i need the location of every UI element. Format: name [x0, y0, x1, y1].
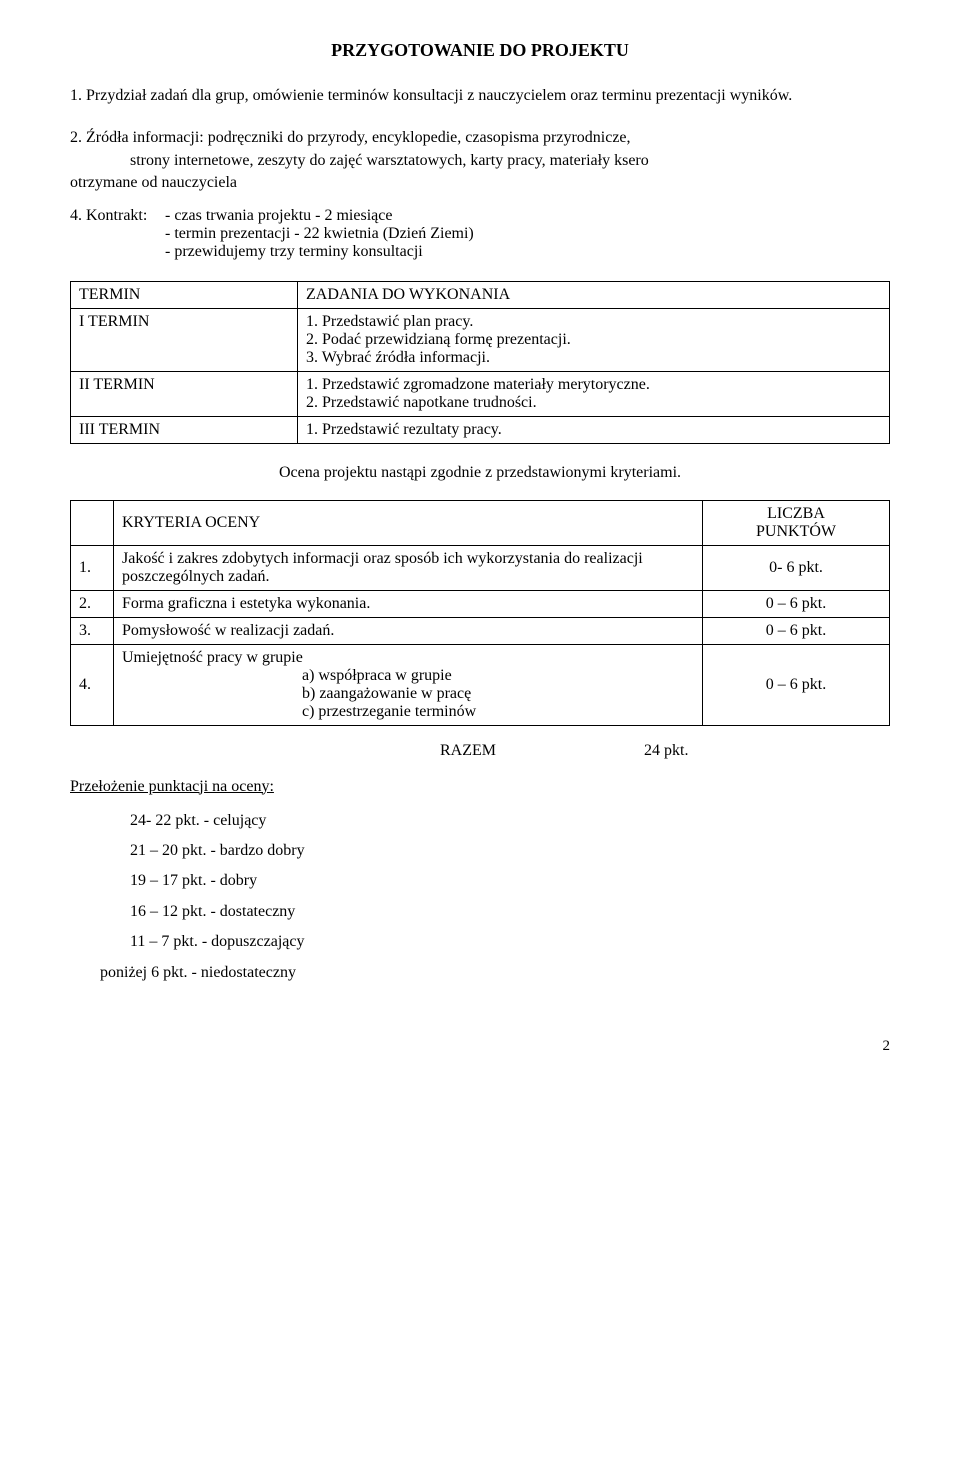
scale-item: 16 – 12 pkt. - dostateczny — [130, 897, 890, 927]
criteria-text: Pomysłowość w realizacji zadań. — [114, 617, 703, 644]
term-label: I TERMIN — [71, 308, 298, 371]
criteria-sublist: a) współpraca w grupie b) zaangażowanie … — [302, 667, 694, 721]
kontrakt-item: - termin prezentacji - 22 kwietnia (Dzie… — [165, 225, 474, 243]
task-line: 1. Przedstawić zgromadzone materiały mer… — [306, 376, 881, 394]
para-2-indent: strony internetowe, zeszyty do zajęć war… — [130, 150, 890, 172]
term-label: II TERMIN — [71, 371, 298, 416]
page-title: PRZYGOTOWANIE DO PROJEKTU — [70, 40, 890, 61]
kontrakt-item: - czas trwania projektu - 2 miesiące — [165, 207, 474, 225]
scale-item: 11 – 7 pkt. - dopuszczający — [130, 927, 890, 957]
criteria-num: 4. — [71, 644, 114, 725]
points-header-l2: PUNKTÓW — [756, 523, 836, 540]
task-line: 2. Podać przewidzianą formę prezentacji. — [306, 331, 881, 349]
term-tasks: 1. Przedstawić zgromadzone materiały mer… — [298, 371, 890, 416]
table-row: 1. Jakość i zakres zdobytych informacji … — [71, 545, 890, 590]
criteria-num: 2. — [71, 590, 114, 617]
para-1: 1. Przydział zadań dla grup, omówienie t… — [70, 85, 890, 107]
criteria-header: KRYTERIA OCENY — [114, 500, 703, 545]
kontrakt-label: 4. Kontrakt: — [70, 207, 165, 225]
task-line: 2. Przedstawić napotkane trudności. — [306, 394, 881, 412]
table-row: II TERMIN 1. Przedstawić zgromadzone mat… — [71, 371, 890, 416]
kontrakt-block: 4. Kontrakt: - czas trwania projektu - 2… — [70, 207, 890, 261]
criteria-points: 0- 6 pkt. — [703, 545, 890, 590]
criteria-text: Forma graficzna i estetyka wykonania. — [114, 590, 703, 617]
razem-label: RAZEM — [440, 742, 640, 760]
table-row: 3. Pomysłowość w realizacji zadań. 0 – 6… — [71, 617, 890, 644]
table-row: KRYTERIA OCENY LICZBA PUNKTÓW — [71, 500, 890, 545]
criteria-text: Jakość i zakres zdobytych informacji ora… — [114, 545, 703, 590]
criteria-sub: a) współpraca w grupie — [302, 667, 694, 685]
criteria-points: 0 – 6 pkt. — [703, 590, 890, 617]
razem-value: 24 pkt. — [644, 742, 688, 759]
scale-item: 21 – 20 pkt. - bardzo dobry — [130, 836, 890, 866]
task-line: 1. Przedstawić plan pracy. — [306, 313, 881, 331]
kontrakt-item: - przewidujemy trzy terminy konsultacji — [165, 243, 474, 261]
scale-list: 24- 22 pkt. - celujący 21 – 20 pkt. - ba… — [130, 806, 890, 988]
criteria-points-header: LICZBA PUNKTÓW — [703, 500, 890, 545]
criteria-lead: Umiejętność pracy w grupie — [122, 649, 694, 667]
table-row: I TERMIN 1. Przedstawić plan pracy. 2. P… — [71, 308, 890, 371]
criteria-text: Umiejętność pracy w grupie a) współpraca… — [114, 644, 703, 725]
criteria-sub: b) zaangażowanie w pracę — [302, 685, 694, 703]
terms-header-right: ZADANIA DO WYKONANIA — [298, 281, 890, 308]
points-header-l1: LICZBA — [767, 505, 825, 522]
page-number: 2 — [70, 1038, 890, 1055]
para-2-line2: otrzymane od nauczyciela — [70, 172, 890, 194]
kontrakt-items: - czas trwania projektu - 2 miesiące - t… — [165, 207, 474, 261]
term-tasks: 1. Przedstawić rezultaty pracy. — [298, 416, 890, 443]
criteria-table: KRYTERIA OCENY LICZBA PUNKTÓW 1. Jakość … — [70, 500, 890, 726]
mid-paragraph: Ocena projektu nastąpi zgodnie z przedst… — [70, 464, 890, 482]
term-label: III TERMIN — [71, 416, 298, 443]
terms-header-left: TERMIN — [71, 281, 298, 308]
term-tasks: 1. Przedstawić plan pracy. 2. Podać prze… — [298, 308, 890, 371]
table-row: TERMIN ZADANIA DO WYKONANIA — [71, 281, 890, 308]
table-row: 4. Umiejętność pracy w grupie a) współpr… — [71, 644, 890, 725]
task-line: 3. Wybrać źródła informacji. — [306, 349, 881, 367]
para-2-line1: strony internetowe, zeszyty do zajęć war… — [130, 150, 890, 172]
razem-row: RAZEM 24 pkt. — [70, 742, 890, 760]
para-2-lead: 2. Źródła informacji: podręczniki do prz… — [70, 127, 890, 149]
terms-table: TERMIN ZADANIA DO WYKONANIA I TERMIN 1. … — [70, 281, 890, 444]
criteria-points: 0 – 6 pkt. — [703, 644, 890, 725]
criteria-sub: c) przestrzeganie terminów — [302, 703, 694, 721]
scale-heading: Przełożenie punktacji na oceny: — [70, 778, 890, 796]
task-line: 1. Przedstawić rezultaty pracy. — [306, 421, 881, 439]
scale-item: 19 – 17 pkt. - dobry — [130, 866, 890, 896]
criteria-num: 3. — [71, 617, 114, 644]
criteria-num-blank — [71, 500, 114, 545]
criteria-points: 0 – 6 pkt. — [703, 617, 890, 644]
scale-item: 24- 22 pkt. - celujący — [130, 806, 890, 836]
criteria-num: 1. — [71, 545, 114, 590]
table-row: III TERMIN 1. Przedstawić rezultaty prac… — [71, 416, 890, 443]
scale-item: poniżej 6 pkt. - niedostateczny — [100, 958, 890, 988]
table-row: 2. Forma graficzna i estetyka wykonania.… — [71, 590, 890, 617]
